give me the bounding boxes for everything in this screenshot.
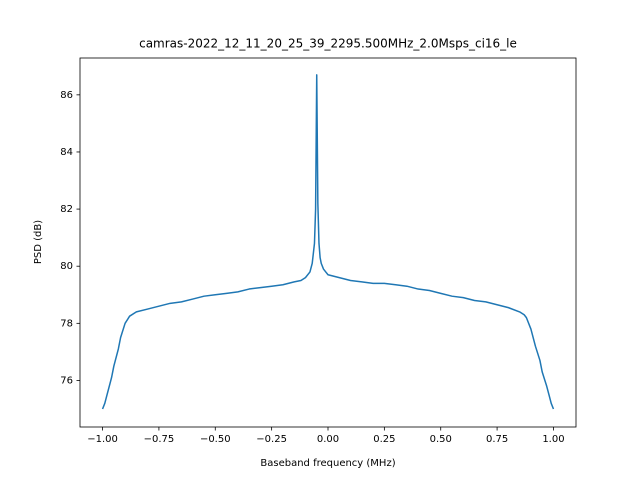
x-axis-label: Baseband frequency (MHz) <box>260 458 395 469</box>
y-axis-label: PSD (dB) <box>33 220 44 264</box>
y-tick-label: 84 <box>60 147 73 158</box>
x-tick-label: 0.25 <box>373 434 395 445</box>
x-tick-label: −1.00 <box>87 434 118 445</box>
x-tick-label: 0.75 <box>486 434 508 445</box>
y-tick-label: 82 <box>60 204 73 215</box>
y-tick-label: 86 <box>60 90 73 101</box>
axes-frame <box>79 57 577 428</box>
chart-title: camras-2022_12_11_20_25_39_2295.500MHz_2… <box>139 37 517 51</box>
x-tick-label: 1.00 <box>542 434 564 445</box>
x-tick-label: 0.00 <box>317 434 339 445</box>
x-tick-label: −0.25 <box>256 434 287 445</box>
x-tick-label: −0.75 <box>144 434 175 445</box>
x-tick-label: 0.50 <box>430 434 452 445</box>
y-tick-label: 78 <box>60 318 73 329</box>
x-tick-label: −0.50 <box>200 434 231 445</box>
y-tick-label: 76 <box>60 375 73 386</box>
psd-line <box>101 74 555 410</box>
y-tick-label: 80 <box>60 261 73 272</box>
